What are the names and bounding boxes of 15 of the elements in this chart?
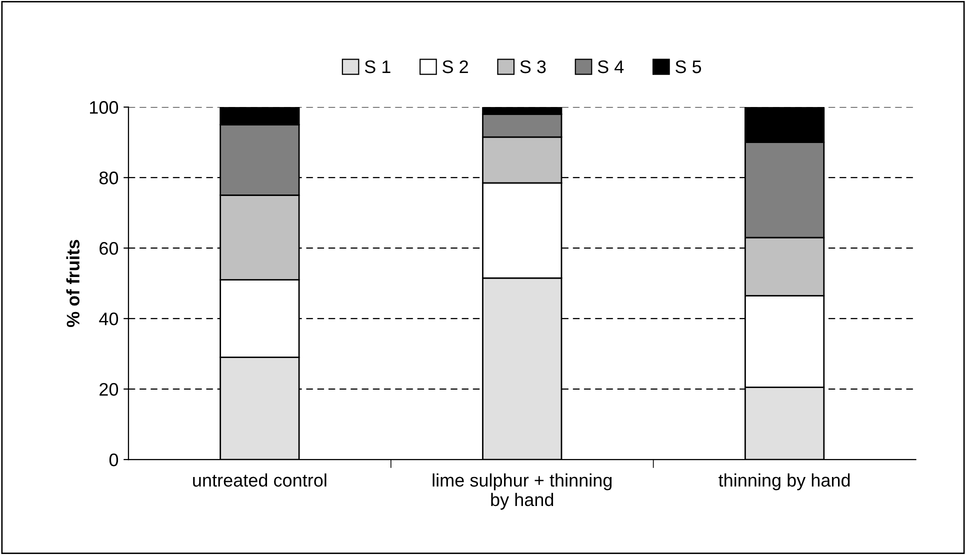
y-tick-label: 60 (100, 242, 118, 255)
legend-label: S 2 (442, 60, 468, 74)
x-tick-label: thinning by hand (718, 473, 850, 490)
y-axis-title: % of fruits (66, 240, 80, 328)
legend-label: S 5 (676, 60, 702, 74)
y-tick-label: 80 (99, 172, 118, 184)
legend-label: S 3 (520, 60, 546, 74)
x-tick-label: lime sulphur + thinning by hand (432, 473, 612, 510)
y-tick-label: 0 (109, 453, 118, 466)
y-tick-label: 40 (99, 312, 118, 326)
legend-label: S 1 (364, 60, 390, 74)
legend-label: S 4 (598, 60, 624, 74)
x-tick-label: untreated control (193, 473, 326, 487)
y-tick-label: 20 (100, 382, 118, 396)
y-tick-label: 100 (90, 101, 118, 114)
